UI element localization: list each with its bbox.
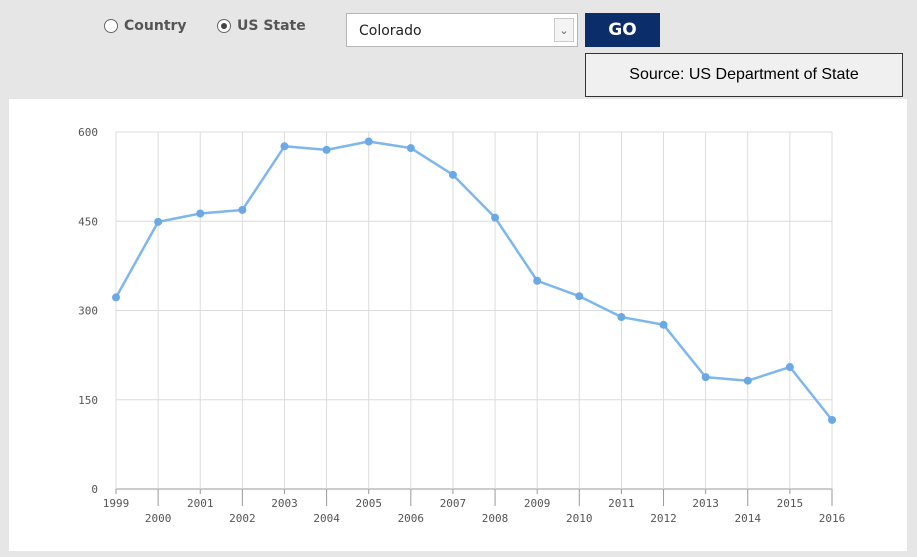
go-button[interactable]: GO <box>585 13 660 47</box>
chevron-down-icon[interactable]: ⌄ <box>554 18 574 42</box>
x-axis: 1999 2000 2001 2002 2003 2004 2005 2006 2007 2008… <box>103 489 846 525</box>
data-point <box>575 292 584 301</box>
series-layer <box>112 137 836 424</box>
y-axis: 0 150 300 450 600 <box>78 126 98 496</box>
y-tick-label: 0 <box>91 483 98 496</box>
data-point <box>785 363 794 372</box>
x-tick-label: 2009 <box>524 497 551 510</box>
x-tick-label: 2006 <box>398 512 425 525</box>
data-point <box>364 137 373 146</box>
data-point <box>280 142 289 151</box>
series-line <box>114 140 833 421</box>
radio-us-state-label: US State <box>237 18 306 34</box>
x-tick-label: 2005 <box>355 497 382 510</box>
source-note: Source: US Department of State <box>585 53 903 97</box>
x-tick-label: 2010 <box>566 512 593 525</box>
data-point <box>322 145 331 154</box>
y-tick-label: 600 <box>78 126 98 139</box>
y-tick-label: 300 <box>78 305 98 318</box>
x-tick-label: 1999 <box>103 497 130 510</box>
chart-panel: 0 150 300 450 600 1999 2000 2001 2002 2003 2004 20… <box>9 99 907 551</box>
data-point <box>238 205 247 214</box>
data-point <box>617 313 626 322</box>
x-tick-label: 2007 <box>440 497 467 510</box>
x-tick-label: 2012 <box>650 512 677 525</box>
x-tick-label: 2002 <box>229 512 256 525</box>
x-tick-label: 2011 <box>608 497 635 510</box>
x-tick-label: 2001 <box>187 497 214 510</box>
state-select-value: Colorado <box>359 23 422 39</box>
x-tick-label: 2016 <box>819 512 846 525</box>
data-point <box>196 209 205 218</box>
radio-country-label: Country <box>124 18 187 34</box>
x-tick-label: 2015 <box>777 497 804 510</box>
data-point <box>533 276 542 285</box>
y-tick-label: 450 <box>78 215 98 228</box>
radio-us-state[interactable]: US State <box>217 18 306 34</box>
radio-country[interactable]: Country <box>104 18 187 34</box>
radio-country-circle[interactable] <box>104 19 118 33</box>
line-chart: 0 150 300 450 600 1999 2000 2001 2002 2003 2004 20… <box>78 126 846 525</box>
data-point <box>828 415 836 424</box>
data-point <box>112 293 120 302</box>
data-point <box>406 144 415 153</box>
state-select[interactable]: Colorado ⌄ <box>346 13 578 47</box>
x-tick-label: 2014 <box>735 512 762 525</box>
data-point <box>491 213 500 222</box>
data-point <box>154 217 163 226</box>
grid-layer <box>115 131 833 490</box>
data-point <box>659 320 668 329</box>
x-tick-label: 2004 <box>313 512 340 525</box>
x-tick-label: 2008 <box>482 512 509 525</box>
data-point <box>701 373 710 382</box>
radio-us-state-circle[interactable] <box>217 19 231 33</box>
y-tick-label: 150 <box>78 394 98 407</box>
control-bar: Country US State Colorado ⌄ GO Source: U… <box>0 0 917 97</box>
data-point <box>448 170 457 179</box>
data-point <box>743 376 752 385</box>
x-tick-label: 2000 <box>145 512 172 525</box>
x-tick-label: 2013 <box>692 497 719 510</box>
x-tick-label: 2003 <box>271 497 298 510</box>
